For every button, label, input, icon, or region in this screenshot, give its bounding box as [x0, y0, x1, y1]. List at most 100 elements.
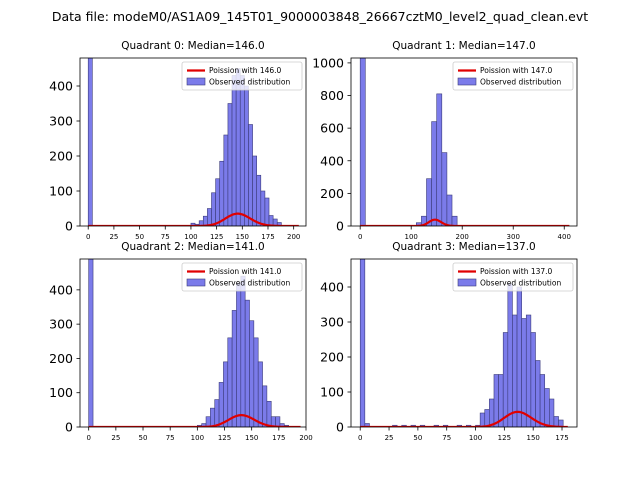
histogram-bar	[249, 320, 255, 427]
x-tick-label: 25	[385, 434, 394, 442]
x-tick-label: 25	[109, 233, 118, 241]
x-tick-label: 75	[161, 233, 170, 241]
y-tick-label: 0	[65, 420, 73, 435]
legend: Poission with 141.0 Observed distribution	[181, 262, 303, 292]
y-tick-label: 200	[320, 186, 344, 201]
histogram-bar	[530, 332, 536, 427]
y-tick-label: 100	[49, 184, 73, 199]
axes-frame	[350, 57, 578, 227]
x-tick-label: 200	[287, 233, 300, 241]
x-tick-label: 0	[86, 434, 90, 442]
histogram-bar	[252, 155, 257, 226]
histogram-bar	[558, 419, 564, 427]
histogram-bar	[256, 174, 262, 226]
poisson-curve	[360, 410, 568, 427]
x-tick-label: 0	[86, 233, 90, 241]
x-tick-label: 100	[469, 434, 482, 442]
histogram-bar	[207, 208, 212, 226]
x-tick-label: 175	[555, 434, 568, 442]
x-tick-label: 75	[442, 434, 451, 442]
x-tick-label: 300	[507, 233, 520, 241]
histogram-bar	[436, 93, 443, 226]
histogram-bar	[516, 286, 522, 427]
histogram-bar	[484, 409, 490, 427]
histogram-bars	[88, 259, 289, 427]
histogram-bar	[507, 283, 513, 427]
y-tick-label: 400	[49, 282, 73, 297]
histogram-bar	[218, 382, 224, 427]
histogram-bars	[359, 58, 458, 226]
histogram-bar	[223, 134, 229, 226]
x-tick-label: 200	[456, 233, 469, 241]
legend-label-observed: Observed distribution	[209, 279, 290, 288]
histogram-bar	[236, 282, 242, 427]
histogram-bar	[489, 398, 495, 427]
legend-label-observed: Observed distribution	[480, 279, 561, 288]
panel-quadrant-1: Quadrant 1: Median=147.0 0 100 200 300 400 0 20…	[312, 40, 578, 241]
histogram-bar	[502, 332, 509, 427]
histogram-bar	[441, 152, 448, 226]
y-tick-label: 300	[49, 317, 73, 332]
histogram-bar	[244, 85, 249, 226]
histogram-bar	[211, 192, 216, 226]
panel-quadrant-3: Quadrant 3: Median=137.0 0 25 50 75 100 125 150…	[320, 241, 578, 442]
x-tick-label: 125	[218, 434, 231, 442]
x-tick-label: 50	[413, 434, 422, 442]
histogram-bar	[260, 190, 266, 226]
histogram-bar	[535, 360, 541, 427]
y-tick-label: 200	[49, 149, 73, 164]
y-tick-label: 1000	[312, 55, 344, 70]
legend-label-poisson: Poission with 137.0	[480, 267, 553, 276]
panel-quadrant-2: Quadrant 2: Median=141.0 0 25 50 75 100 125 150…	[49, 241, 313, 442]
legend: Poission with 137.0 Observed distribution	[452, 262, 574, 292]
histogram-bar	[227, 103, 233, 226]
histogram-bar	[223, 361, 229, 427]
panel-title: Quadrant 3: Median=137.0	[392, 241, 535, 253]
x-tick-label: 150	[526, 434, 539, 442]
y-tick-label: 0	[336, 219, 344, 234]
x-tick-label: 100	[191, 434, 204, 442]
histogram-bar	[231, 75, 237, 226]
x-tick-label: 25	[111, 434, 120, 442]
x-tick-label: 0	[358, 233, 362, 241]
histogram-bar	[451, 215, 458, 226]
legend-label-observed: Observed distribution	[480, 78, 561, 87]
axes-frame	[79, 258, 307, 428]
x-tick-label: 0	[358, 434, 362, 442]
axes-frame	[350, 258, 578, 428]
histogram-bars	[87, 58, 282, 226]
legend: Poission with 147.0 Observed distribution	[452, 61, 574, 91]
y-tick-label: 300	[320, 315, 344, 330]
histogram-bar	[235, 68, 241, 226]
legend-bar-swatch	[186, 77, 206, 86]
figure-title: Data file: modeM0/AS1A09_145T01_90000038…	[52, 9, 588, 24]
legend-label-poisson: Poission with 141.0	[209, 267, 282, 276]
y-tick-label: 100	[320, 385, 344, 400]
y-tick-label: 400	[320, 153, 344, 168]
x-tick-label: 150	[236, 233, 249, 241]
y-tick-label: 400	[320, 280, 344, 295]
y-tick-label: 200	[49, 351, 73, 366]
panel-quadrant-0: Quadrant 0: Median=146.0 0 25 50 75 100 125 150…	[49, 40, 307, 241]
y-tick-label: 0	[65, 219, 73, 234]
x-tick-label: 50	[135, 233, 144, 241]
histogram-bar	[88, 259, 94, 427]
x-tick-label: 175	[261, 233, 274, 241]
histogram-bar	[544, 388, 550, 427]
histogram-bar	[253, 337, 259, 427]
histogram-bar	[549, 398, 555, 427]
histogram-bar	[266, 400, 272, 427]
y-tick-label: 100	[49, 385, 73, 400]
histogram-bar	[275, 416, 281, 427]
histogram-bar	[210, 407, 216, 427]
legend-bar-swatch	[457, 278, 477, 287]
histogram-bar	[87, 58, 93, 226]
legend-label-poisson: Poission with 147.0	[480, 66, 553, 75]
x-tick-label: 200	[299, 434, 312, 442]
histogram-bar	[248, 124, 253, 226]
y-tick-label: 800	[320, 88, 344, 103]
axes-frame	[79, 57, 307, 227]
x-tick-label: 100	[405, 233, 418, 241]
histogram-bar	[264, 197, 270, 226]
y-tick-label: 200	[320, 350, 344, 365]
